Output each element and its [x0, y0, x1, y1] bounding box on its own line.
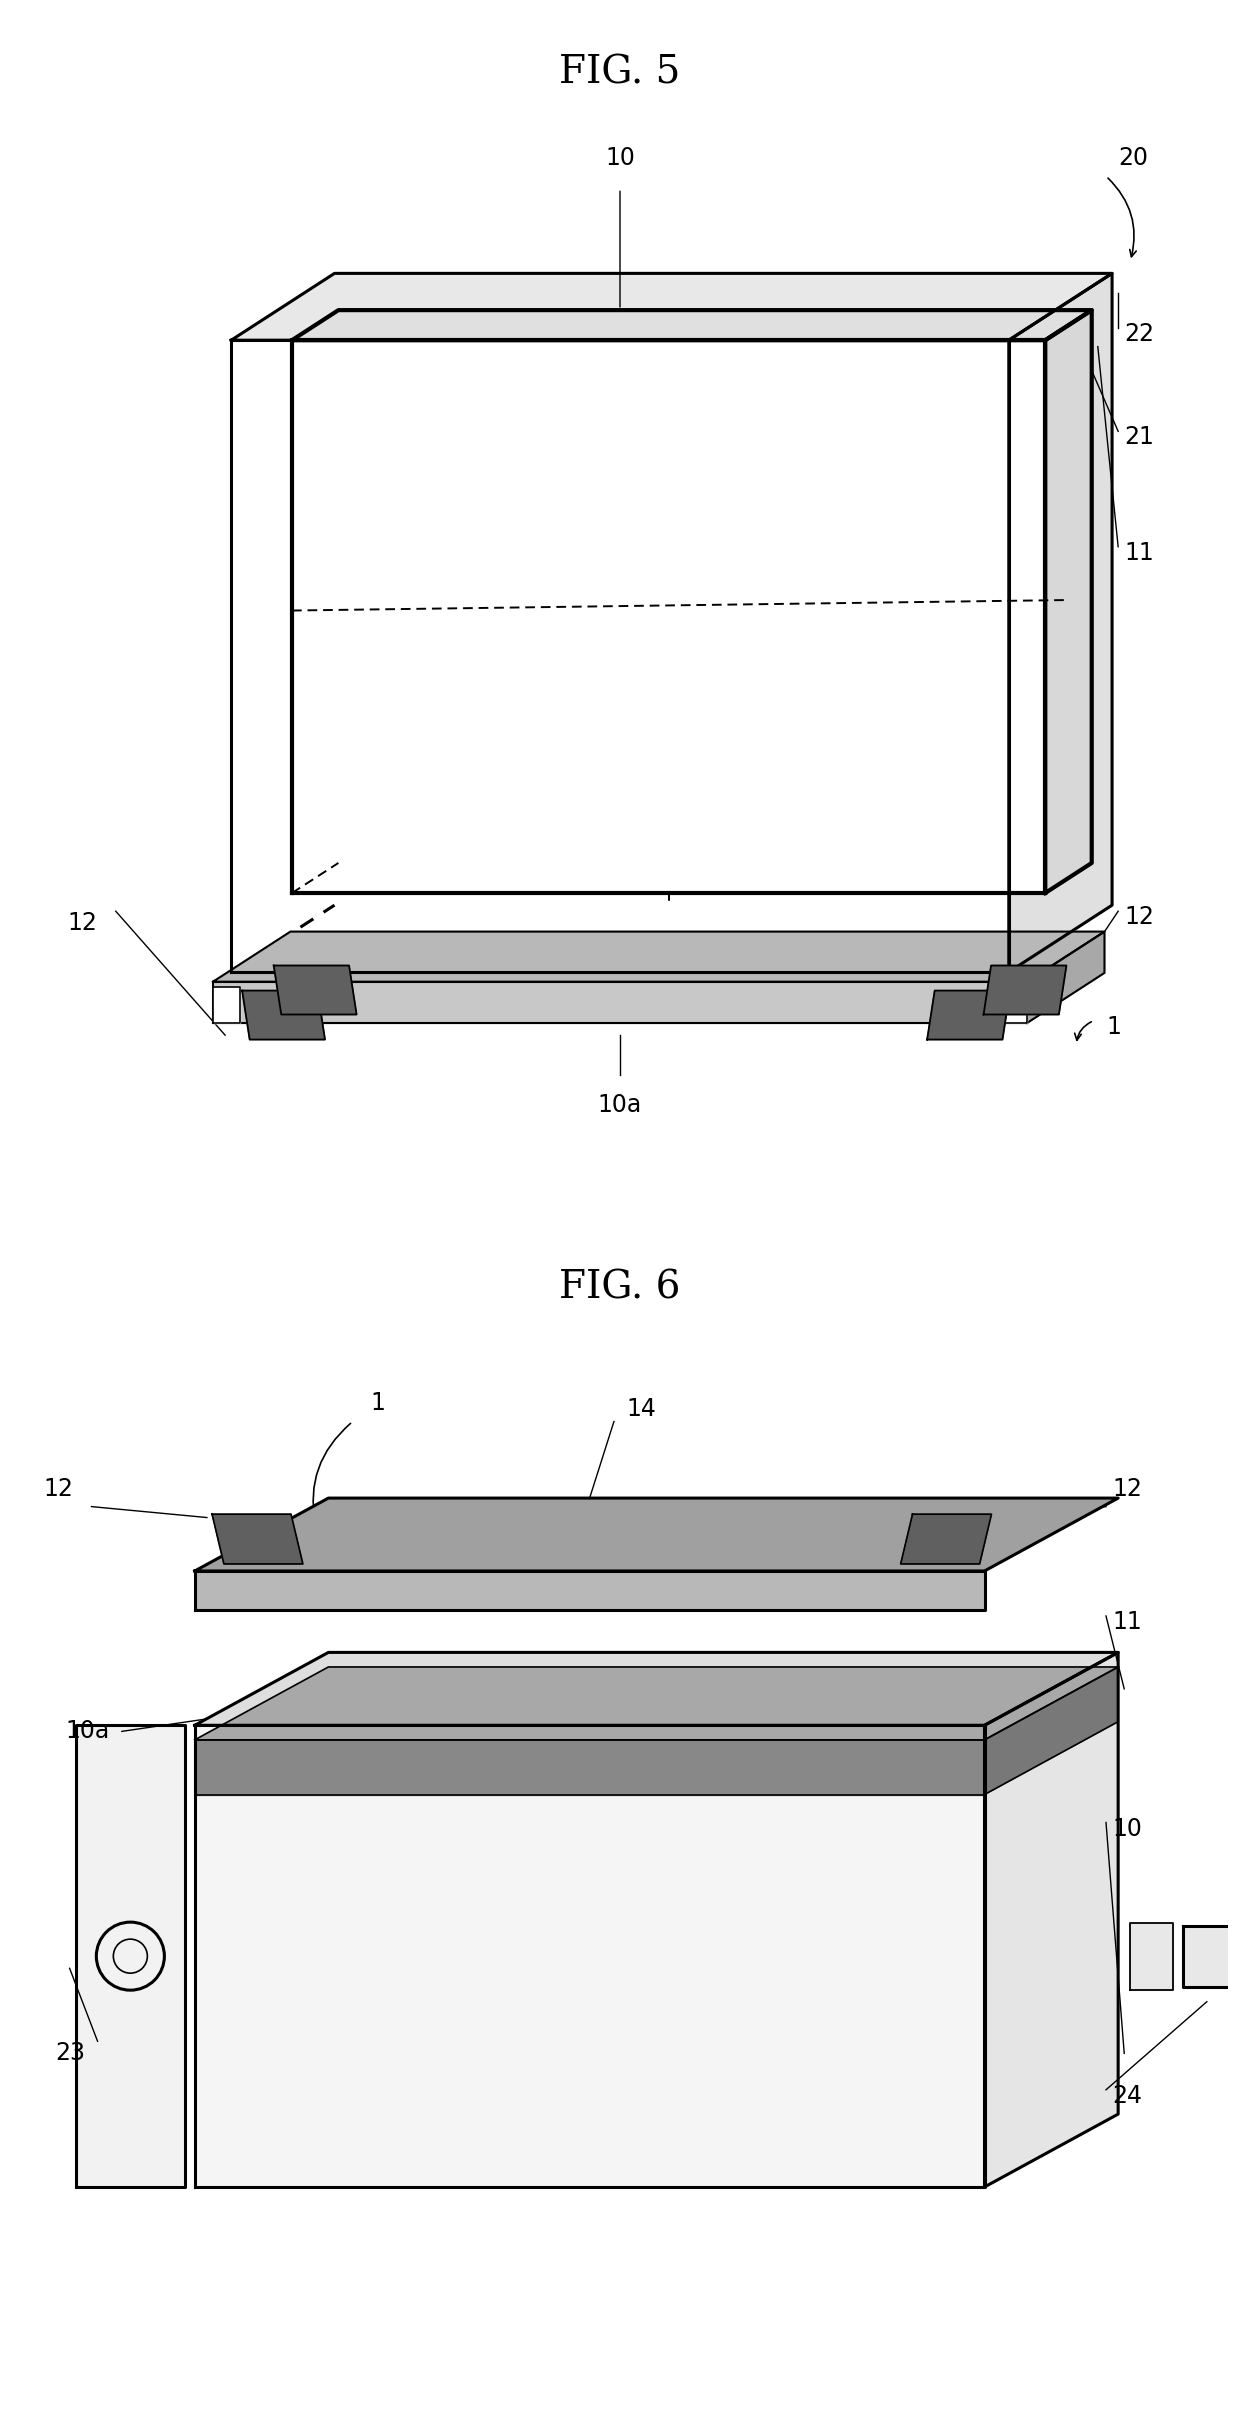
Text: 1: 1 [1106, 1016, 1121, 1038]
Polygon shape [1001, 987, 1027, 1023]
Polygon shape [1131, 1922, 1173, 1990]
Polygon shape [291, 340, 1045, 894]
Text: 10a: 10a [598, 1094, 642, 1118]
Text: 1: 1 [371, 1392, 386, 1414]
Text: 12: 12 [68, 911, 98, 936]
Polygon shape [195, 1652, 1118, 1725]
Polygon shape [985, 1667, 1118, 1793]
Polygon shape [1183, 1898, 1240, 2014]
Text: 10a: 10a [66, 1720, 109, 1742]
Text: 23: 23 [56, 2041, 86, 2066]
Text: 12: 12 [43, 1477, 73, 1499]
Text: FIG. 5: FIG. 5 [559, 56, 681, 92]
Polygon shape [213, 987, 239, 1023]
Text: 11: 11 [1112, 1611, 1142, 1633]
Text: 21: 21 [1125, 425, 1154, 450]
Polygon shape [274, 965, 357, 1013]
Polygon shape [76, 1725, 185, 2187]
Polygon shape [195, 1667, 1118, 1740]
Polygon shape [213, 982, 1027, 1023]
Polygon shape [195, 1572, 985, 1611]
Polygon shape [195, 1725, 985, 2187]
Text: 10: 10 [605, 146, 635, 170]
Text: 14: 14 [626, 1397, 656, 1422]
Text: 11: 11 [1125, 542, 1154, 564]
Polygon shape [1045, 311, 1091, 894]
Polygon shape [1027, 931, 1105, 1023]
Polygon shape [900, 1514, 992, 1565]
Polygon shape [213, 931, 1105, 982]
Text: 22: 22 [1125, 323, 1154, 345]
Text: 24: 24 [1112, 2085, 1142, 2107]
Text: FIG. 6: FIG. 6 [559, 1268, 681, 1307]
Polygon shape [212, 1514, 303, 1565]
Polygon shape [928, 991, 1011, 1040]
Polygon shape [231, 275, 1112, 340]
Polygon shape [1009, 275, 1112, 972]
Text: 12: 12 [1125, 906, 1154, 928]
Text: 20: 20 [1118, 146, 1148, 170]
Polygon shape [291, 311, 1091, 340]
Polygon shape [983, 965, 1066, 1013]
Polygon shape [195, 1497, 1118, 1572]
Polygon shape [242, 991, 325, 1040]
Text: 10: 10 [1112, 1818, 1142, 1840]
Polygon shape [195, 1740, 985, 1793]
Text: 12: 12 [1112, 1477, 1142, 1499]
Polygon shape [985, 1652, 1118, 2187]
